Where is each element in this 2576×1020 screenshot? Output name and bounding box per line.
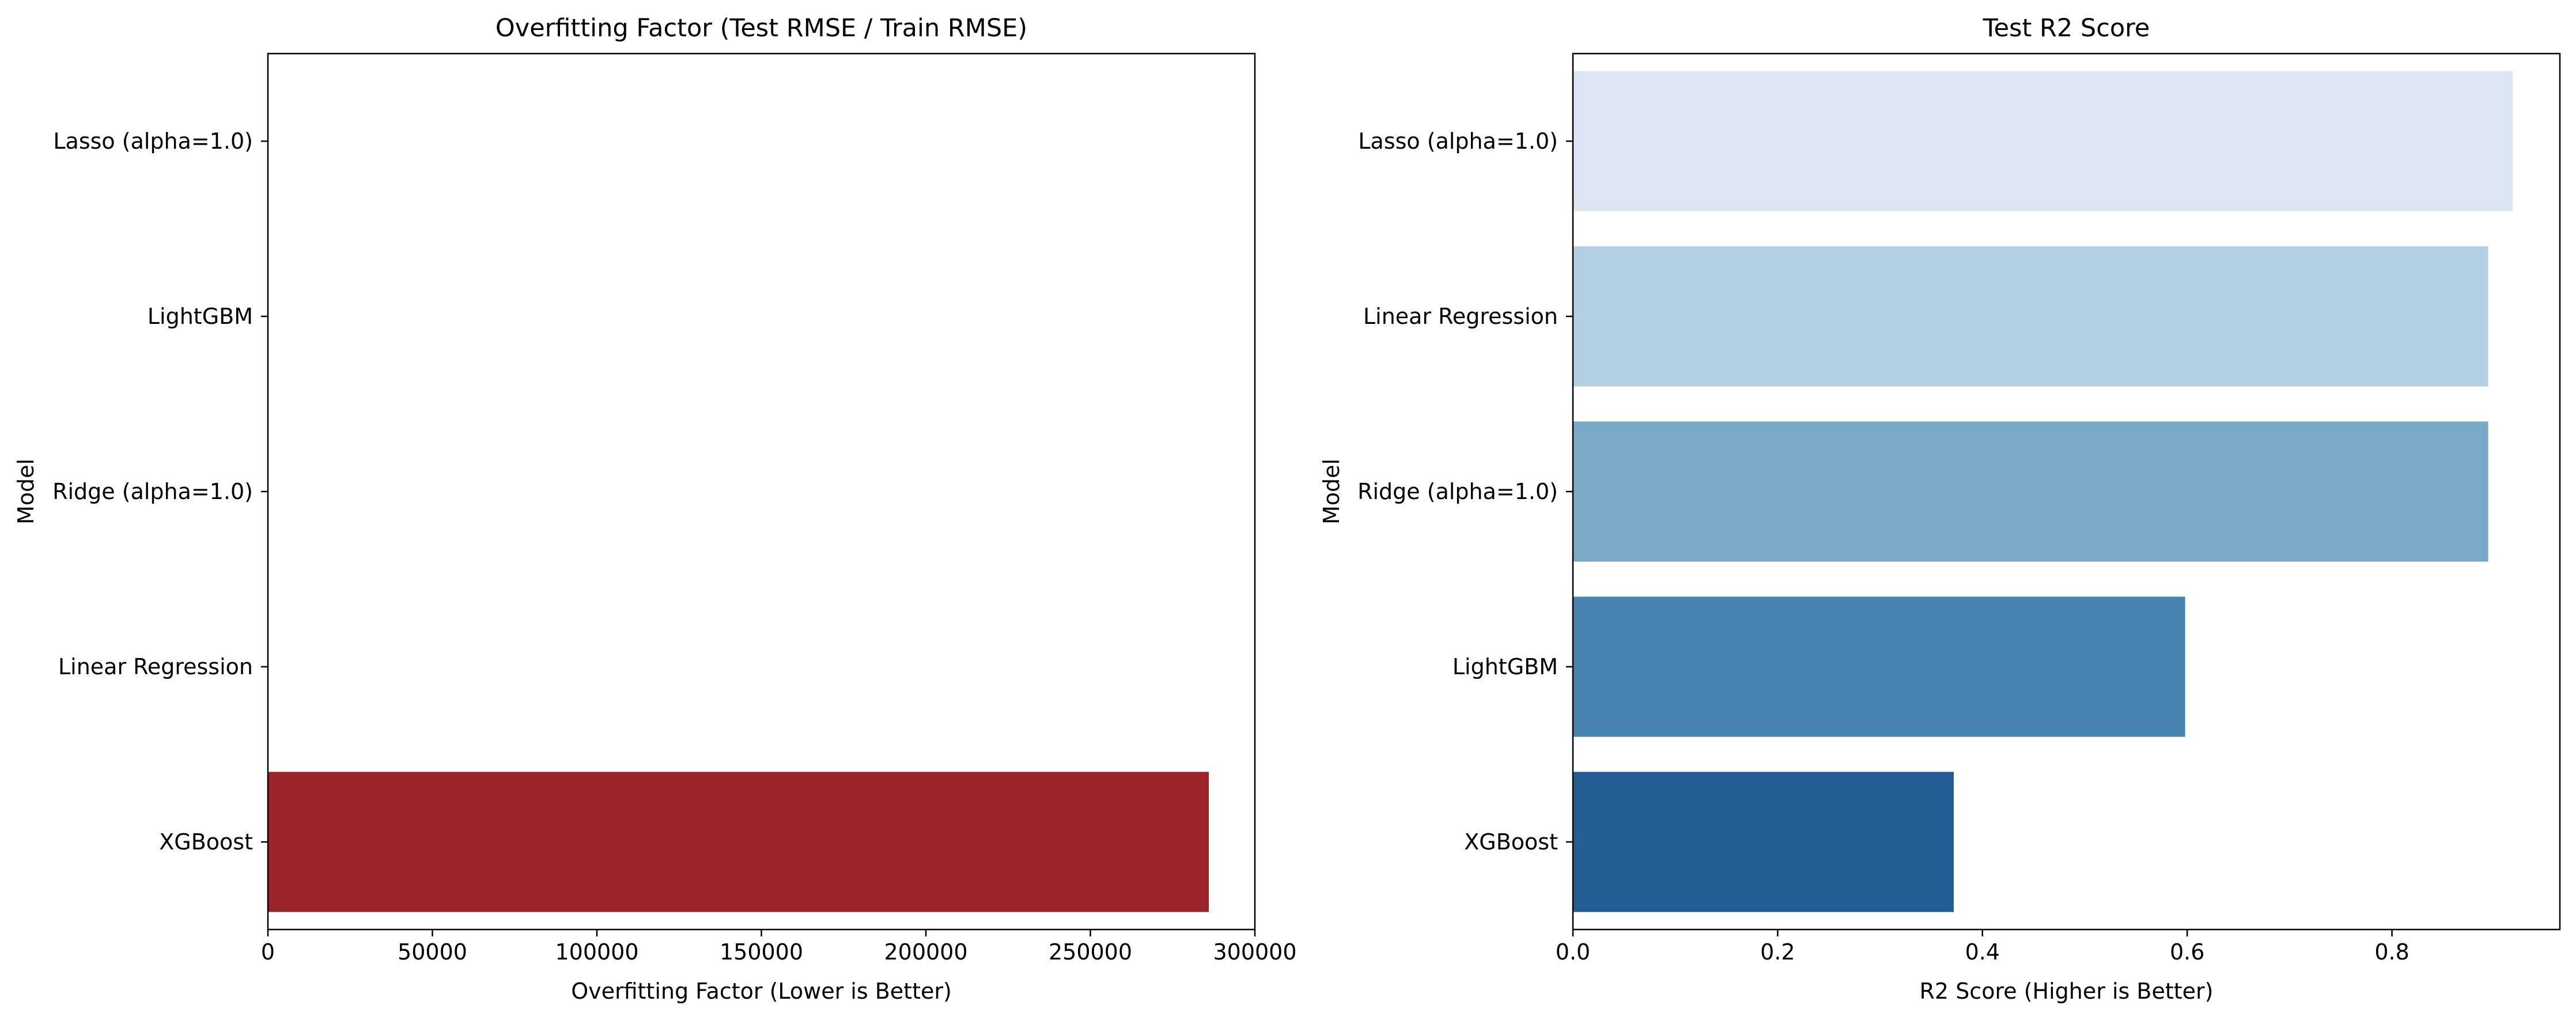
- y-axis-label: Model: [13, 459, 39, 524]
- x-tick-label: 50000: [398, 939, 467, 965]
- x-axis-label: Overfitting Factor (Lower is Better): [571, 979, 952, 1004]
- x-tick-label: 0.2: [1760, 939, 1795, 965]
- x-tick-label: 0: [261, 939, 275, 965]
- y-tick-label: Linear Regression: [1363, 304, 1558, 329]
- y-tick-label: Ridge (alpha=1.0): [1357, 479, 1558, 504]
- y-axis-label: Model: [1319, 459, 1344, 524]
- y-tick-label: Ridge (alpha=1.0): [52, 479, 253, 504]
- bar-lasso-alpha-1-0: [1573, 71, 2513, 211]
- x-tick-label: 0.4: [1965, 939, 2000, 965]
- bar-lightgbm: [1573, 596, 2185, 737]
- y-tick-label: XGBoost: [1464, 829, 1558, 855]
- x-tick-label: 150000: [720, 939, 803, 965]
- x-tick-label: 250000: [1049, 939, 1132, 965]
- x-tick-label: 0.0: [1556, 939, 1590, 965]
- y-tick-label: LightGBM: [147, 304, 253, 329]
- y-tick-label: Lasso (alpha=1.0): [53, 129, 253, 154]
- x-tick-label: 100000: [555, 939, 638, 965]
- chart-title: Test R2 Score: [1983, 14, 2150, 43]
- test-r2-score-chart: Lasso (alpha=1.0) Linear Regression Ridge …: [1319, 14, 2561, 1004]
- y-tick-label: Lasso (alpha=1.0): [1358, 129, 1558, 154]
- bar-ridge-alpha-1-0: [1573, 421, 2488, 562]
- y-tick-label: Linear Regression: [58, 654, 253, 679]
- x-tick-label: 0.8: [2374, 939, 2409, 965]
- overfitting-factor-chart: Lasso (alpha=1.0) LightGBM Ridge (alpha=1.…: [13, 14, 1297, 1004]
- y-tick-label: XGBoost: [159, 829, 253, 855]
- y-tick-label: LightGBM: [1452, 654, 1558, 679]
- x-axis-label: R2 Score (Higher is Better): [1920, 979, 2214, 1004]
- x-tick-label: 200000: [884, 939, 967, 965]
- x-tick-label: 300000: [1213, 939, 1296, 965]
- chart-title: Overfitting Factor (Test RMSE / Train RM…: [495, 14, 1027, 43]
- bar-xgboost: [1573, 772, 1954, 912]
- x-tick-label: 0.6: [2170, 939, 2204, 965]
- bar-xgboost: [268, 772, 1209, 912]
- bar-linear-regression: [1573, 246, 2488, 387]
